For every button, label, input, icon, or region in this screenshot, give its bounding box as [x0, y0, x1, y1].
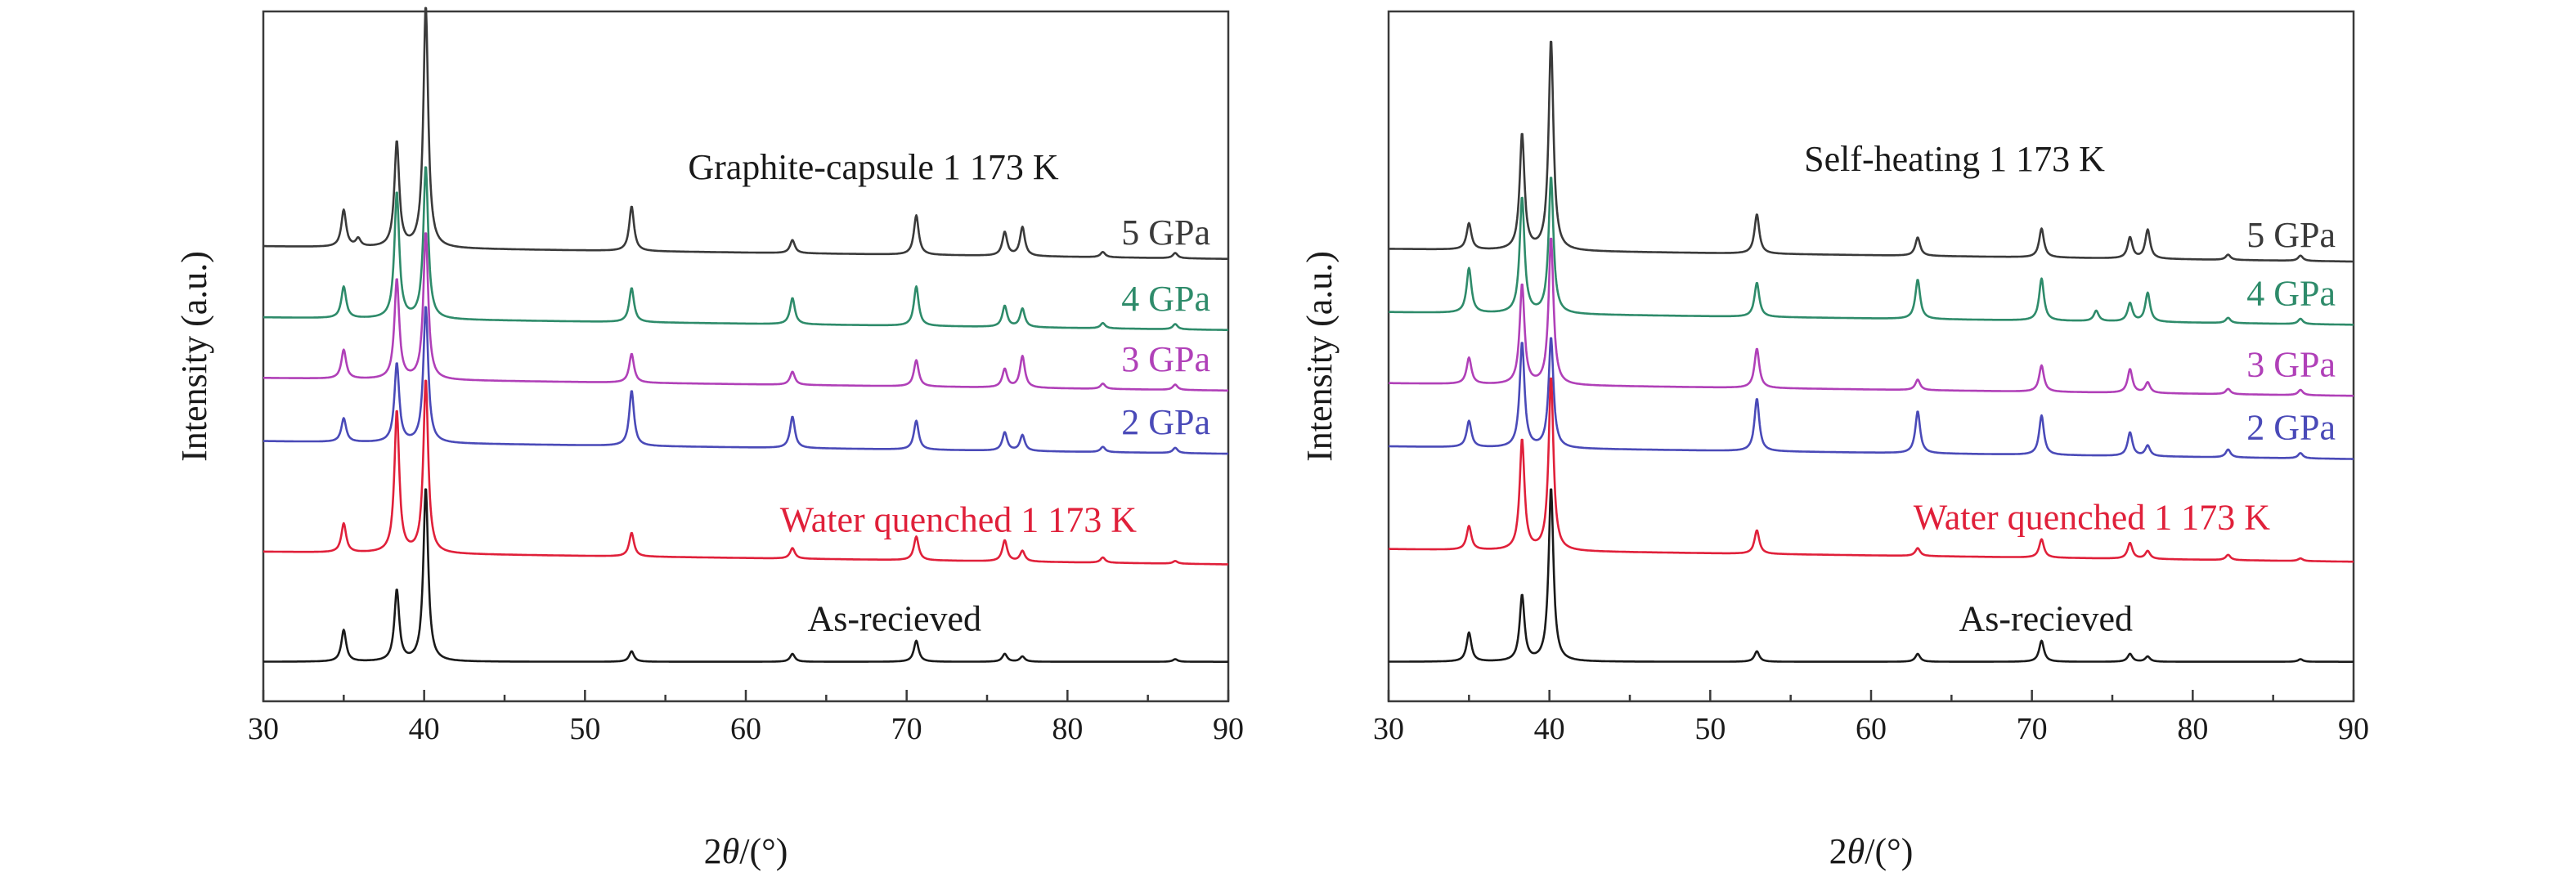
- theta-symbol: θ: [1847, 831, 1865, 871]
- series-label: 3 GPa: [1121, 339, 1210, 379]
- trace-water-quenched-1-173-k: [1388, 377, 2354, 563]
- x-axis-label-suffix: /(°): [739, 831, 788, 871]
- diffraction-traces: [263, 7, 1229, 663]
- x-axis-label-prefix: 2: [704, 831, 722, 871]
- trace-as-recieved: [1388, 488, 2354, 663]
- x-tick-label: 80: [2177, 712, 2208, 746]
- trace-5-gpa: [263, 7, 1229, 261]
- trace-water-quenched-1-173-k: [263, 379, 1229, 566]
- x-ticks: [262, 690, 1230, 701]
- chart-panel-graphite-capsule: 30 40 50 60 70 80 90 Graphite-capsule 1 173 K …: [174, 7, 1244, 871]
- trace-2-gpa: [263, 306, 1229, 455]
- series-label: 5 GPa: [2246, 215, 2336, 255]
- x-axis-label: 2θ/(°): [704, 831, 788, 871]
- trace-3-gpa: [1388, 237, 2354, 397]
- trace-as-recieved: [263, 488, 1229, 663]
- x-tick-label: 70: [891, 712, 922, 746]
- trace-4-gpa: [1388, 177, 2354, 326]
- group-annotation: Self-heating 1 173 K: [1804, 139, 2105, 179]
- x-axis-label: 2θ/(°): [1829, 831, 1914, 871]
- series-labels: 5 GPa 4 GPa 3 GPa 2 GPa Water quenched 1 173…: [1914, 215, 2336, 639]
- y-axis-label: Intensity (a.u.): [1299, 251, 1340, 462]
- x-tick-label: 60: [730, 712, 761, 746]
- series-label: As-recieved: [807, 599, 981, 639]
- x-tick-label: 70: [2017, 712, 2048, 746]
- series-label: 2 GPa: [2246, 408, 2336, 448]
- x-tick-label: 90: [1213, 712, 1244, 746]
- x-tick-labels: 30 40 50 60 70 80 90: [248, 712, 1244, 746]
- x-ticks: [1387, 690, 2355, 701]
- plot-frame: [1387, 10, 2355, 703]
- group-annotation: Graphite-capsule 1 173 K: [688, 147, 1059, 187]
- diffraction-traces: [1388, 40, 2354, 663]
- x-axis-label-prefix: 2: [1829, 831, 1847, 871]
- series-label: 2 GPa: [1121, 402, 1210, 442]
- x-tick-label: 50: [1694, 712, 1726, 746]
- x-tick-label: 30: [1373, 712, 1404, 746]
- series-label: 4 GPa: [1121, 279, 1210, 319]
- series-label: 5 GPa: [1121, 213, 1210, 253]
- series-label: As-recieved: [1959, 599, 2133, 639]
- x-tick-label: 60: [1856, 712, 1887, 746]
- x-tick-label: 30: [248, 712, 279, 746]
- x-tick-label: 50: [569, 712, 600, 746]
- x-tick-labels: 30 40 50 60 70 80 90: [1373, 712, 2369, 746]
- x-tick-label: 40: [1534, 712, 1565, 746]
- series-label: 3 GPa: [2246, 344, 2336, 384]
- series-label: Water quenched 1 173 K: [780, 499, 1138, 539]
- theta-symbol: θ: [722, 831, 740, 871]
- trace-4-gpa: [263, 166, 1229, 331]
- series-labels: 5 GPa 4 GPa 3 GPa 2 GPa Water quenched 1 173…: [780, 213, 1210, 639]
- series-label: Water quenched 1 173 K: [1914, 497, 2271, 537]
- trace-2-gpa: [1388, 337, 2354, 460]
- y-axis-label: Intensity (a.u.): [174, 251, 214, 462]
- plot-frame: [262, 10, 1230, 703]
- x-tick-label: 80: [1052, 712, 1083, 746]
- trace-5-gpa: [1388, 40, 2354, 263]
- chart-panel-self-heating: 30 40 50 60 70 80 90 Self-heating 1 173 K 5 GP…: [1299, 10, 2369, 871]
- x-tick-label: 90: [2338, 712, 2369, 746]
- x-tick-label: 40: [409, 712, 440, 746]
- series-label: 4 GPa: [2246, 273, 2336, 313]
- x-axis-label-suffix: /(°): [1865, 831, 1913, 871]
- trace-3-gpa: [263, 232, 1229, 392]
